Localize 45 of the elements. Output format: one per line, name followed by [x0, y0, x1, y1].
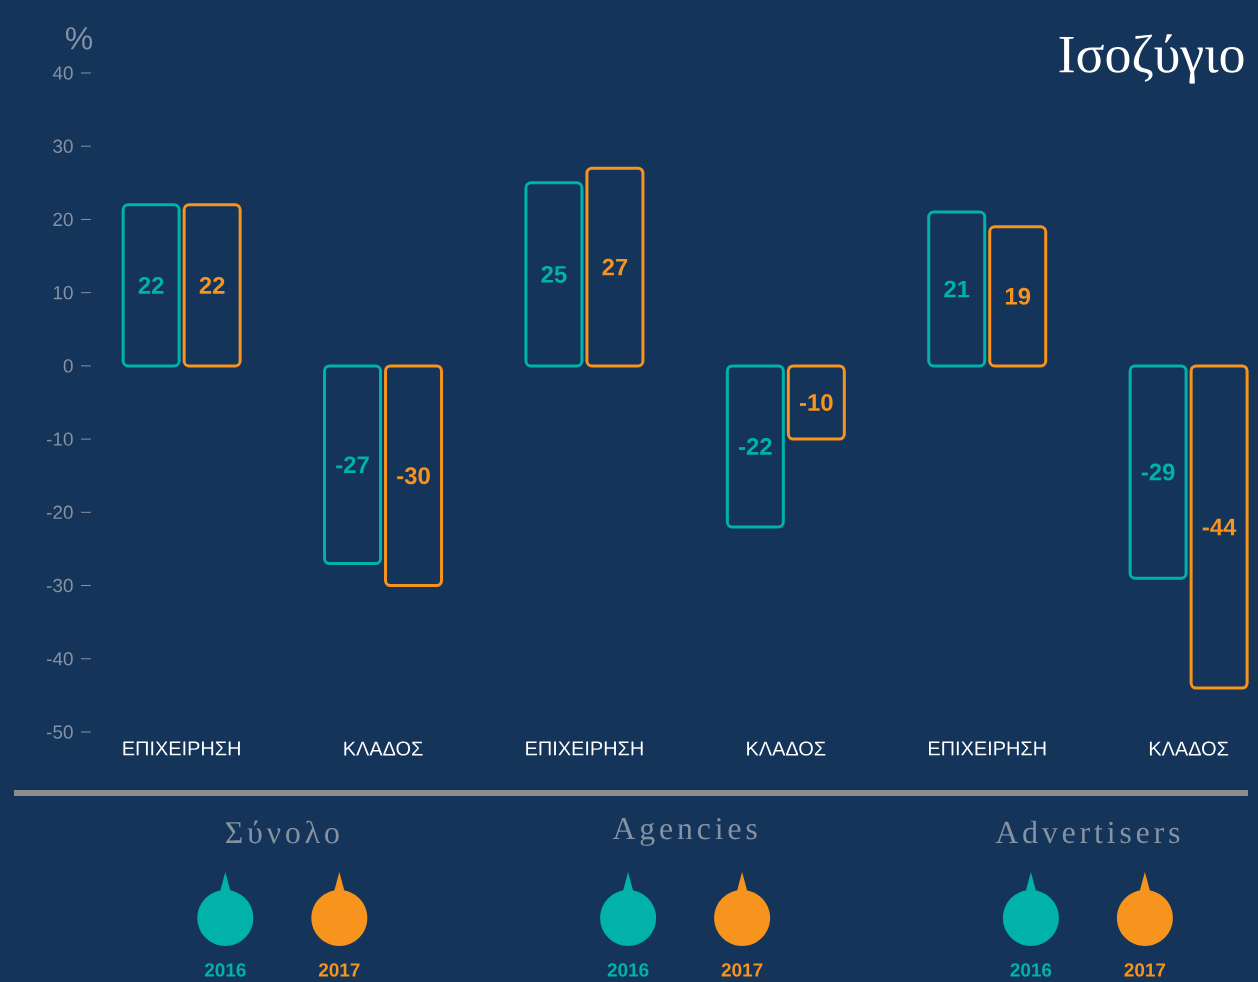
data-label: -30: [397, 467, 430, 485]
bar: [927, 210, 987, 368]
y-tick-label: 10: [53, 285, 73, 300]
y-tick-label: -50: [46, 725, 73, 739]
y-tick-label: 40: [52, 66, 73, 80]
x-tick-label: ΕΠΙΧΕΙΡΗΣΗ: [123, 741, 240, 756]
text: 2016: [204, 963, 246, 977]
data-label: 22: [138, 276, 164, 294]
y-tick-label: -40: [46, 652, 73, 666]
chart-title: Ισοζύγιο: [1059, 34, 1244, 84]
y-tick-label: 0: [63, 359, 73, 373]
x-tick-label: ΚΛΑΔΟΣ: [344, 741, 423, 756]
data-label: 25: [541, 265, 567, 283]
x-tick-label: ΚΛΑΔΟΣ: [1149, 741, 1229, 756]
bar: [725, 364, 785, 529]
text: 2016: [1010, 963, 1052, 977]
text: 2016: [607, 963, 649, 977]
y-tick-label: -30: [46, 578, 73, 593]
bar: [323, 364, 383, 566]
y-tick-label: -10: [46, 432, 73, 446]
bar: [524, 181, 584, 368]
x-tick-label: ΕΠΙΧΕΙΡΗΣΗ: [526, 741, 643, 756]
y-tick-label: 30: [53, 139, 73, 153]
text: Advertisers: [995, 820, 1180, 844]
data-label: 22: [199, 276, 225, 294]
text: 2017: [318, 963, 360, 977]
x-tick-label: ΚΛΑΔΟΣ: [747, 741, 826, 756]
data-label: 27: [602, 258, 628, 276]
text: 2017: [721, 963, 763, 977]
data-label: -10: [799, 394, 833, 411]
y-tick-label: 20: [53, 212, 73, 227]
data-label: 21: [944, 280, 970, 298]
text: Agencies: [612, 817, 757, 846]
data-label: -27: [336, 456, 369, 474]
bar: [1128, 364, 1188, 580]
text: 2017: [1124, 963, 1166, 977]
text: Σύνολο: [225, 820, 339, 844]
data-label: -44: [1202, 518, 1237, 536]
data-label: -29: [1141, 463, 1175, 481]
data-label: 19: [1005, 287, 1031, 305]
x-tick-label: ΕΠΙΧΕΙΡΗΣΗ: [929, 741, 1046, 756]
y-axis-title: %: [65, 27, 93, 50]
bar: [121, 203, 181, 368]
y-tick-label: -20: [46, 505, 73, 520]
data-label: -22: [738, 438, 772, 455]
